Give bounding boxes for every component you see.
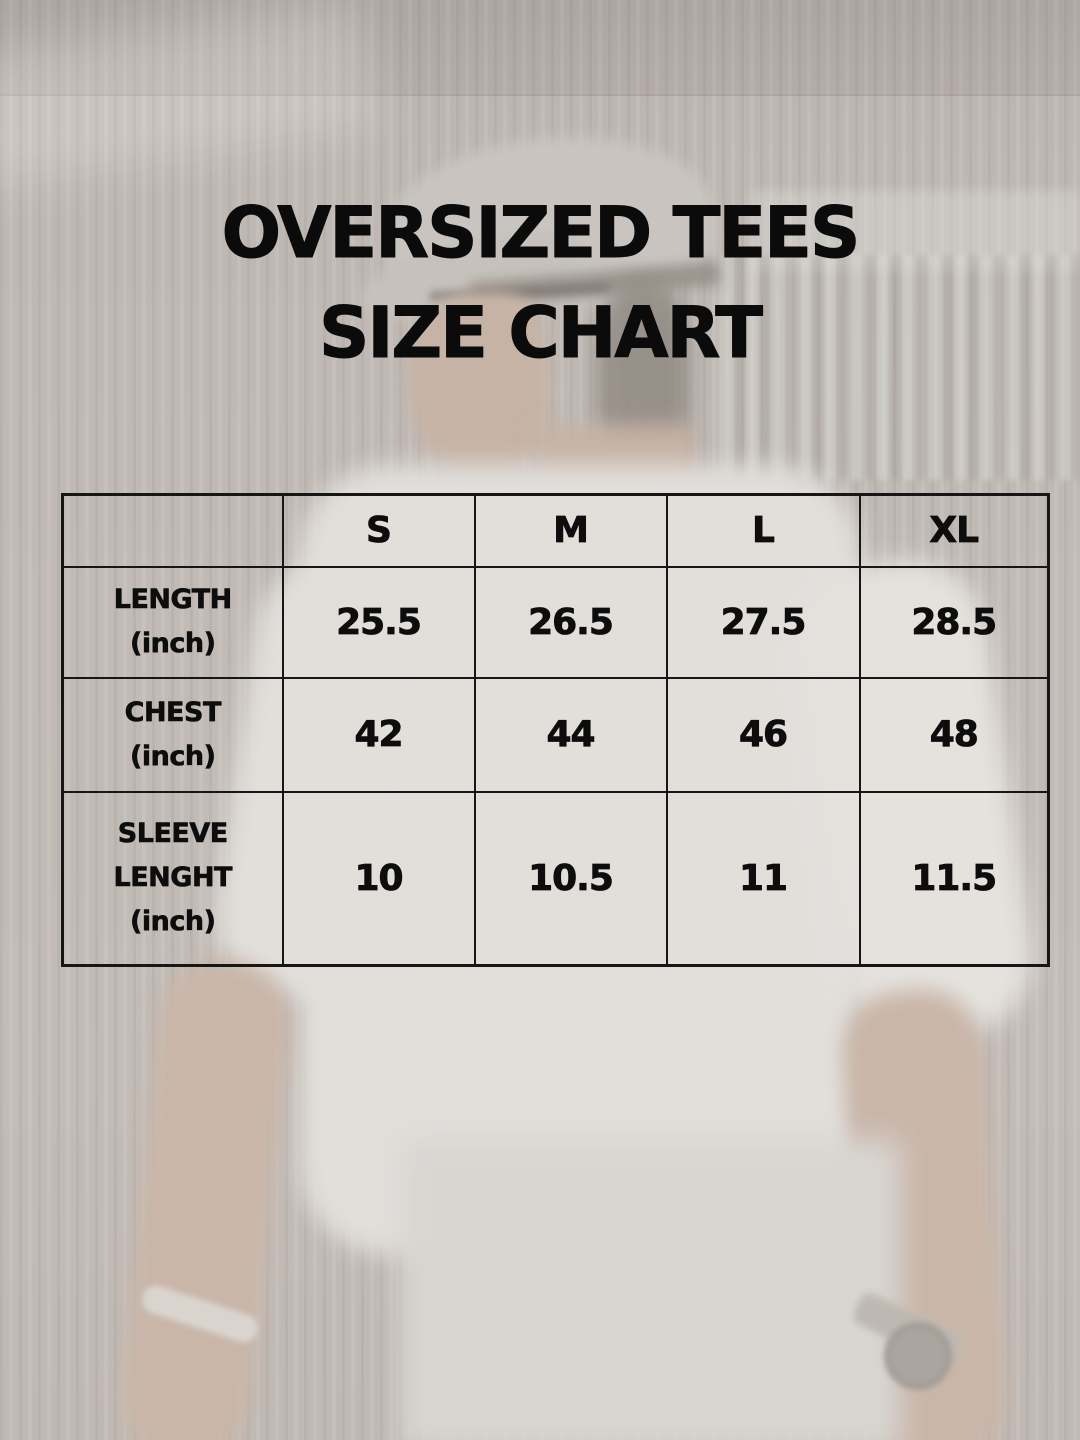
fence-balusters: [720, 255, 1080, 480]
watch-icon: [884, 1322, 952, 1390]
length-s: 25.5: [281, 565, 476, 679]
face-shape: [408, 292, 548, 477]
column-header-m: M: [473, 493, 668, 568]
sleeve-xl: 11.5: [858, 790, 1050, 967]
column-header-s: S: [281, 493, 476, 568]
length-xl: 28.5: [858, 565, 1050, 679]
column-header-xl: XL: [858, 493, 1050, 568]
length-l: 27.5: [665, 565, 861, 679]
table-row-sleeve-length: SLEEVE LENGHT (inch) 10 10.5 11 11.5: [61, 790, 1050, 967]
table-row-length: LENGTH (inch) 25.5 26.5 27.5 28.5: [61, 565, 1050, 679]
chest-m: 44: [473, 676, 668, 793]
chest-l: 46: [665, 676, 861, 793]
sleeve-m: 10.5: [473, 790, 668, 967]
shorts-shape: [400, 1140, 900, 1440]
header-row: S M L XL: [61, 493, 1050, 568]
row-label-sleeve-length: SLEEVE LENGHT (inch): [61, 790, 284, 967]
corner-cell: [61, 493, 284, 568]
chest-xl: 48: [858, 676, 1050, 793]
table-row-chest: CHEST (inch) 42 44 46 48: [61, 676, 1050, 793]
size-chart-table: S M L XL LENGTH (inch) 25.5 26.5 27.5 28…: [61, 493, 1050, 967]
sleeve-l: 11: [665, 790, 861, 967]
column-header-l: L: [665, 493, 861, 568]
page-title-line1: OVERSIZED TEES: [221, 192, 861, 275]
row-label-length: LENGTH (inch): [61, 565, 284, 679]
wall-top-band: [0, 0, 1080, 96]
chest-s: 42: [281, 676, 476, 793]
page-title: OVERSIZED TEES SIZE CHART: [0, 183, 1080, 383]
row-label-chest: CHEST (inch): [61, 676, 284, 793]
sleeve-s: 10: [281, 790, 476, 967]
page-title-line2: SIZE CHART: [318, 292, 763, 375]
length-m: 26.5: [473, 565, 668, 679]
